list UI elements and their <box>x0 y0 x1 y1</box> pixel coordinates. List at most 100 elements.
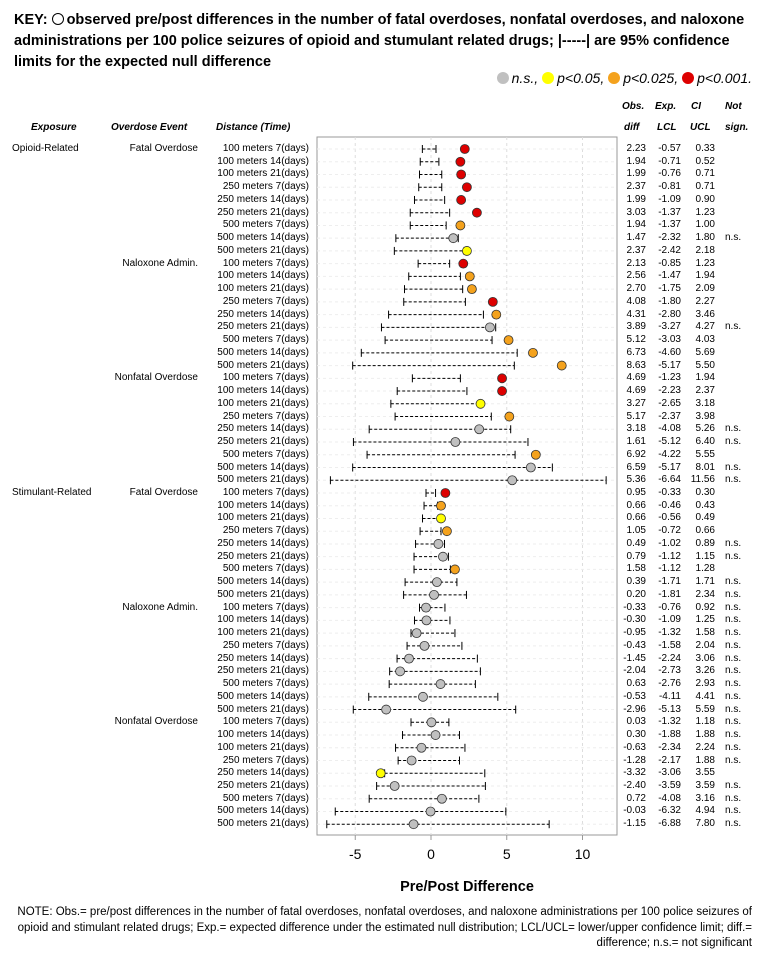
obs-diff-value: -0.03 <box>623 805 646 817</box>
obs-diff-value: 2.56 <box>626 270 646 282</box>
ucl-value: 5.69 <box>695 346 715 358</box>
obs-diff-value: 0.39 <box>626 576 646 588</box>
ucl-value: 3.26 <box>695 665 715 677</box>
lcl-value: -0.71 <box>658 155 681 167</box>
lcl-value: -0.72 <box>658 525 681 537</box>
event-label: Naloxone Admin. <box>122 601 198 613</box>
observed-point <box>430 730 441 740</box>
ucl-value: 0.89 <box>695 537 715 549</box>
observed-point <box>487 296 498 307</box>
observed-point <box>419 640 430 651</box>
lcl-value: -0.85 <box>658 257 681 269</box>
x-tick-label: 10 <box>575 846 591 862</box>
obs-diff-value: 4.69 <box>626 385 646 397</box>
distance-label: 250 meters 14(days) <box>217 537 309 549</box>
obs-diff-value: 2.37 <box>626 244 646 256</box>
ucl-value: 2.04 <box>695 639 715 651</box>
obs-diff-value: 4.08 <box>626 295 646 307</box>
header-sign: sign. <box>725 122 749 133</box>
ucl-value: 11.56 <box>690 474 715 486</box>
legend-dot-icon <box>608 72 621 84</box>
x-tick-label: -5 <box>349 846 362 862</box>
lcl-value: -2.17 <box>658 754 681 766</box>
event-label: Naloxone Admin. <box>122 257 198 269</box>
distance-label: 250 meters 7(days) <box>222 754 309 766</box>
lcl-value: -3.59 <box>658 780 681 791</box>
observed-point <box>433 539 444 549</box>
observed-point <box>395 666 405 677</box>
obs-diff-value: 1.47 <box>626 232 646 244</box>
ucl-value: 0.92 <box>695 601 715 613</box>
ucl-value: 5.50 <box>695 359 715 371</box>
observed-point <box>440 488 451 498</box>
obs-diff-value: 0.63 <box>626 678 646 690</box>
observed-point <box>472 207 482 218</box>
header-exp: Exp. <box>655 101 677 112</box>
not-significant-label: n.s. <box>725 792 742 804</box>
obs-diff-value: -1.45 <box>623 652 646 664</box>
legend-item: p<0.025, <box>608 70 678 86</box>
distance-label: 500 meters 21(days) <box>217 359 309 371</box>
obs-diff-value: 1.05 <box>626 525 646 537</box>
not-significant-label: n.s. <box>725 232 742 244</box>
ucl-value: 1.88 <box>695 729 715 741</box>
lcl-value: -0.57 <box>658 143 681 154</box>
lcl-value: -2.37 <box>658 410 681 422</box>
exposure-label: Stimulant-Related <box>12 486 92 498</box>
distance-label: 100 meters 21(days) <box>217 168 309 180</box>
lcl-value: -5.17 <box>658 461 681 473</box>
distance-label: 250 meters 7(days) <box>222 410 309 422</box>
lcl-value: -5.13 <box>658 703 681 715</box>
obs-diff-value: -1.28 <box>623 754 646 766</box>
lcl-value: -1.09 <box>658 193 681 205</box>
not-significant-label: n.s. <box>725 601 742 613</box>
distance-label: 250 meters 21(days) <box>217 780 309 791</box>
obs-diff-value: 8.63 <box>626 359 646 371</box>
x-tick-label: 0 <box>427 846 435 862</box>
event-label: Nonfatal Overdose <box>114 716 198 728</box>
distance-label: 100 meters 14(days) <box>217 499 309 511</box>
legend-item: p<0.05, <box>542 70 604 86</box>
not-significant-label: n.s. <box>725 614 742 626</box>
distance-label: 250 meters 21(days) <box>217 436 309 448</box>
observed-point <box>462 182 472 193</box>
observed-point <box>418 691 428 702</box>
lcl-value: -4.60 <box>658 346 681 358</box>
ucl-value: 1.88 <box>695 754 715 766</box>
lcl-value: -1.12 <box>658 563 681 575</box>
distance-label: 500 meters 21(days) <box>217 244 309 256</box>
distance-label: 100 meters 21(days) <box>217 512 309 524</box>
observed-point <box>528 347 538 358</box>
key-body: observed pre/post differences in the num… <box>14 12 745 70</box>
ucl-value: 0.71 <box>695 168 715 180</box>
obs-diff-value: 0.79 <box>626 550 646 562</box>
lcl-value: -4.11 <box>658 690 681 702</box>
observed-point <box>436 500 446 511</box>
ucl-value: 0.66 <box>695 525 715 537</box>
observed-point <box>475 398 486 409</box>
obs-diff-value: 5.12 <box>626 334 646 346</box>
distance-label: 100 meters 7(days) <box>222 486 309 498</box>
not-significant-label: n.s. <box>725 537 742 549</box>
observed-point <box>503 335 514 346</box>
observed-point <box>474 424 485 435</box>
ucl-value: 0.43 <box>695 499 715 511</box>
ucl-value: 2.18 <box>695 244 715 256</box>
legend-dot-icon <box>496 72 509 84</box>
distance-label: 100 meters 14(days) <box>217 270 309 282</box>
legend-dot-icon <box>682 72 695 84</box>
ucl-value: 3.18 <box>695 397 715 409</box>
not-significant-label: n.s. <box>725 678 742 690</box>
distance-label: 500 meters 14(days) <box>217 461 309 473</box>
distance-label: 100 meters 14(days) <box>217 614 309 626</box>
distance-label: 250 meters 14(days) <box>217 308 309 320</box>
header-lcl: LCL <box>657 122 677 133</box>
x-axis-title: Pre/Post Difference <box>400 879 534 895</box>
not-significant-label: n.s. <box>725 741 742 753</box>
observed-point <box>455 156 466 167</box>
not-significant-label: n.s. <box>725 321 742 333</box>
distance-label: 500 meters 14(days) <box>217 805 309 817</box>
not-significant-label: n.s. <box>725 703 742 715</box>
lcl-value: -2.23 <box>658 385 681 397</box>
ucl-value: 4.03 <box>695 334 715 346</box>
